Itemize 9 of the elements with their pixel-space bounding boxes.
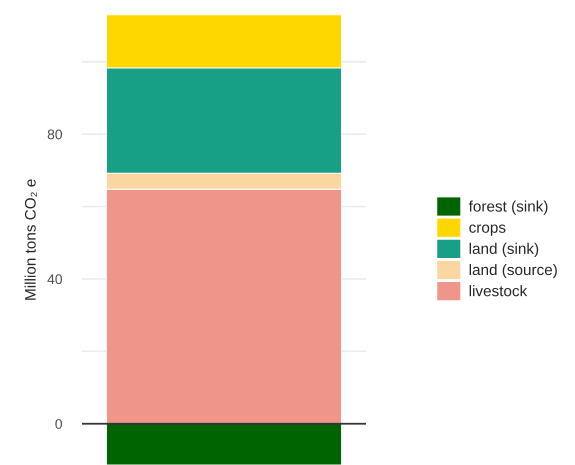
legend-label: crops bbox=[469, 224, 506, 236]
y-axis-title: Million tons CO₂ e bbox=[24, 179, 37, 300]
legend-label: land (sink) bbox=[470, 242, 538, 258]
y-tick-label: 80 bbox=[48, 129, 62, 140]
legend-label: livestock bbox=[470, 285, 528, 296]
legend-label: forest (sink) bbox=[468, 200, 548, 215]
y-tick-label: 0 bbox=[55, 419, 62, 429]
legend-label: land (source) bbox=[470, 264, 557, 278]
y-tick-label: 40 bbox=[47, 274, 62, 284]
